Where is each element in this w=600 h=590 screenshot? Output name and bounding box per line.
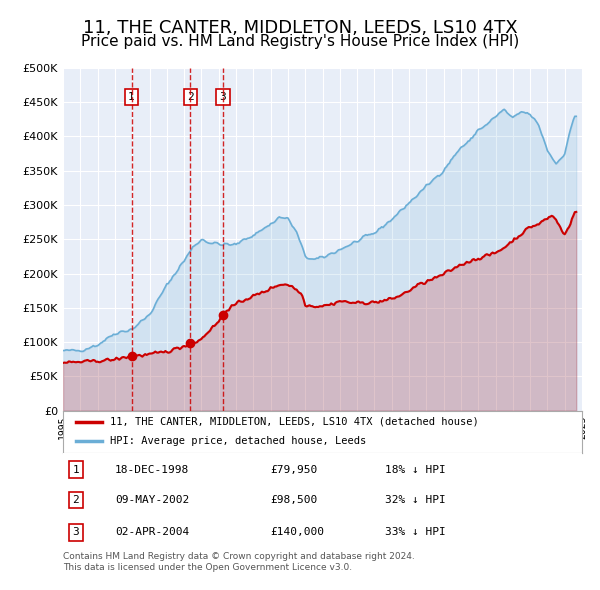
- Text: £79,950: £79,950: [271, 465, 318, 475]
- Text: 32% ↓ HPI: 32% ↓ HPI: [385, 495, 446, 505]
- Text: Contains HM Land Registry data © Crown copyright and database right 2024.
This d: Contains HM Land Registry data © Crown c…: [63, 552, 415, 572]
- Text: 2: 2: [73, 495, 79, 505]
- Text: 02-APR-2004: 02-APR-2004: [115, 527, 189, 537]
- Text: 33% ↓ HPI: 33% ↓ HPI: [385, 527, 446, 537]
- Text: 18% ↓ HPI: 18% ↓ HPI: [385, 465, 446, 475]
- Text: 1: 1: [128, 92, 135, 102]
- Text: 11, THE CANTER, MIDDLETON, LEEDS, LS10 4TX (detached house): 11, THE CANTER, MIDDLETON, LEEDS, LS10 4…: [110, 417, 478, 427]
- Text: £98,500: £98,500: [271, 495, 318, 505]
- Text: 2: 2: [187, 92, 194, 102]
- Text: 1: 1: [73, 465, 79, 475]
- Text: 09-MAY-2002: 09-MAY-2002: [115, 495, 189, 505]
- Text: £140,000: £140,000: [271, 527, 325, 537]
- Text: 18-DEC-1998: 18-DEC-1998: [115, 465, 189, 475]
- Text: 3: 3: [220, 92, 226, 102]
- Text: 3: 3: [73, 527, 79, 537]
- Text: 11, THE CANTER, MIDDLETON, LEEDS, LS10 4TX: 11, THE CANTER, MIDDLETON, LEEDS, LS10 4…: [83, 19, 517, 38]
- Text: Price paid vs. HM Land Registry's House Price Index (HPI): Price paid vs. HM Land Registry's House …: [81, 34, 519, 49]
- Text: HPI: Average price, detached house, Leeds: HPI: Average price, detached house, Leed…: [110, 436, 366, 446]
